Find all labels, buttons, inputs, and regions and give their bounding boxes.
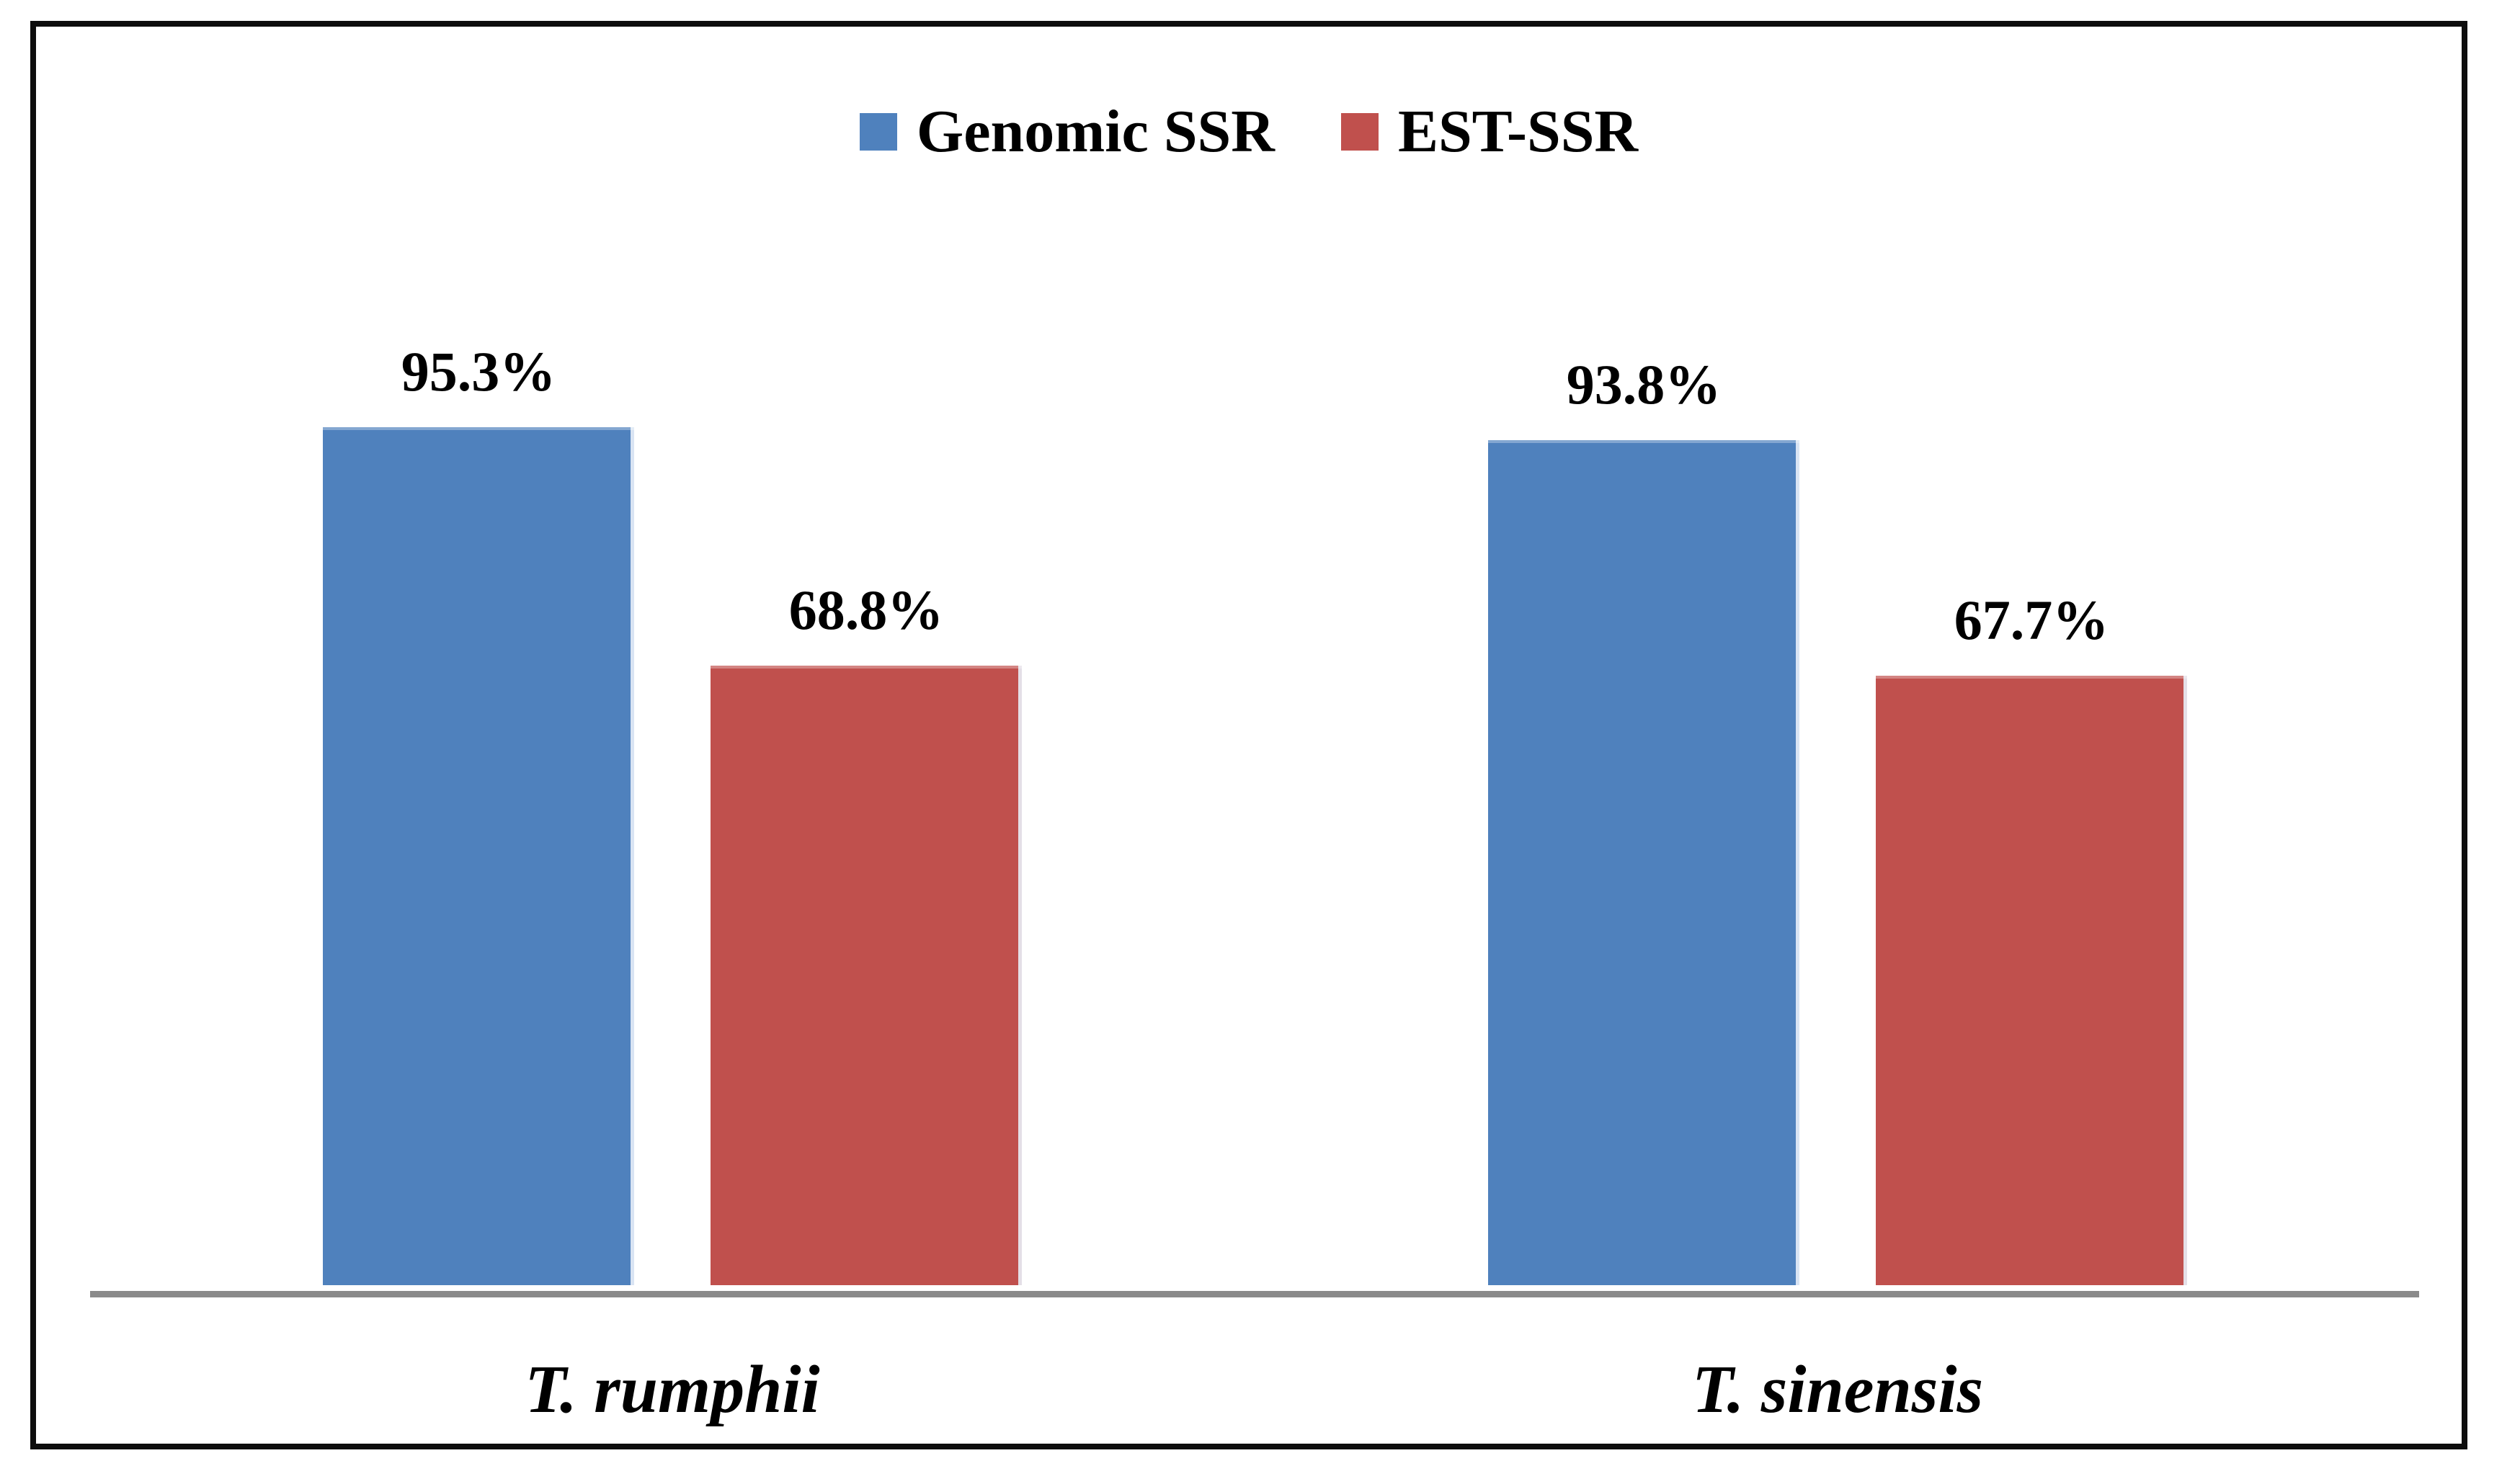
legend-label-est-ssr: EST-SSR [1397,98,1639,165]
bar-genomic-ssr-t-sinensis: 93.8% [1488,357,1799,1285]
value-label-est-ssr-t-rumphii: 68.8% [788,578,944,641]
chart-frame: Genomic SSR EST-SSR 95.3% 68.8% 93.8% 67… [30,21,2467,1449]
legend-item-genomic-ssr: Genomic SSR [859,98,1275,165]
x-axis-line [90,1291,2419,1297]
chart-legend: Genomic SSR EST-SSR [36,102,2462,162]
legend-label-genomic-ssr: Genomic SSR [916,98,1275,165]
bar-genomic-ssr-t-rumphii: 95.3% [323,344,634,1285]
value-label-genomic-ssr-t-sinensis: 93.8% [1566,353,1722,416]
category-label-t-sinensis: T. sinensis [1691,1352,1984,1427]
category-label-t-rumphii: T. rumphii [525,1352,820,1427]
legend-swatch-est-ssr-icon [1340,113,1379,151]
legend-swatch-genomic-ssr-icon [859,113,897,151]
legend-item-est-ssr: EST-SSR [1340,98,1639,165]
value-label-est-ssr-t-sinensis: 67.7% [1954,589,2109,651]
value-label-genomic-ssr-t-rumphii: 95.3% [401,340,556,403]
bar-est-ssr-t-rumphii: 68.8% [711,582,1022,1285]
bar-est-ssr-t-sinensis: 67.7% [1876,592,2187,1285]
